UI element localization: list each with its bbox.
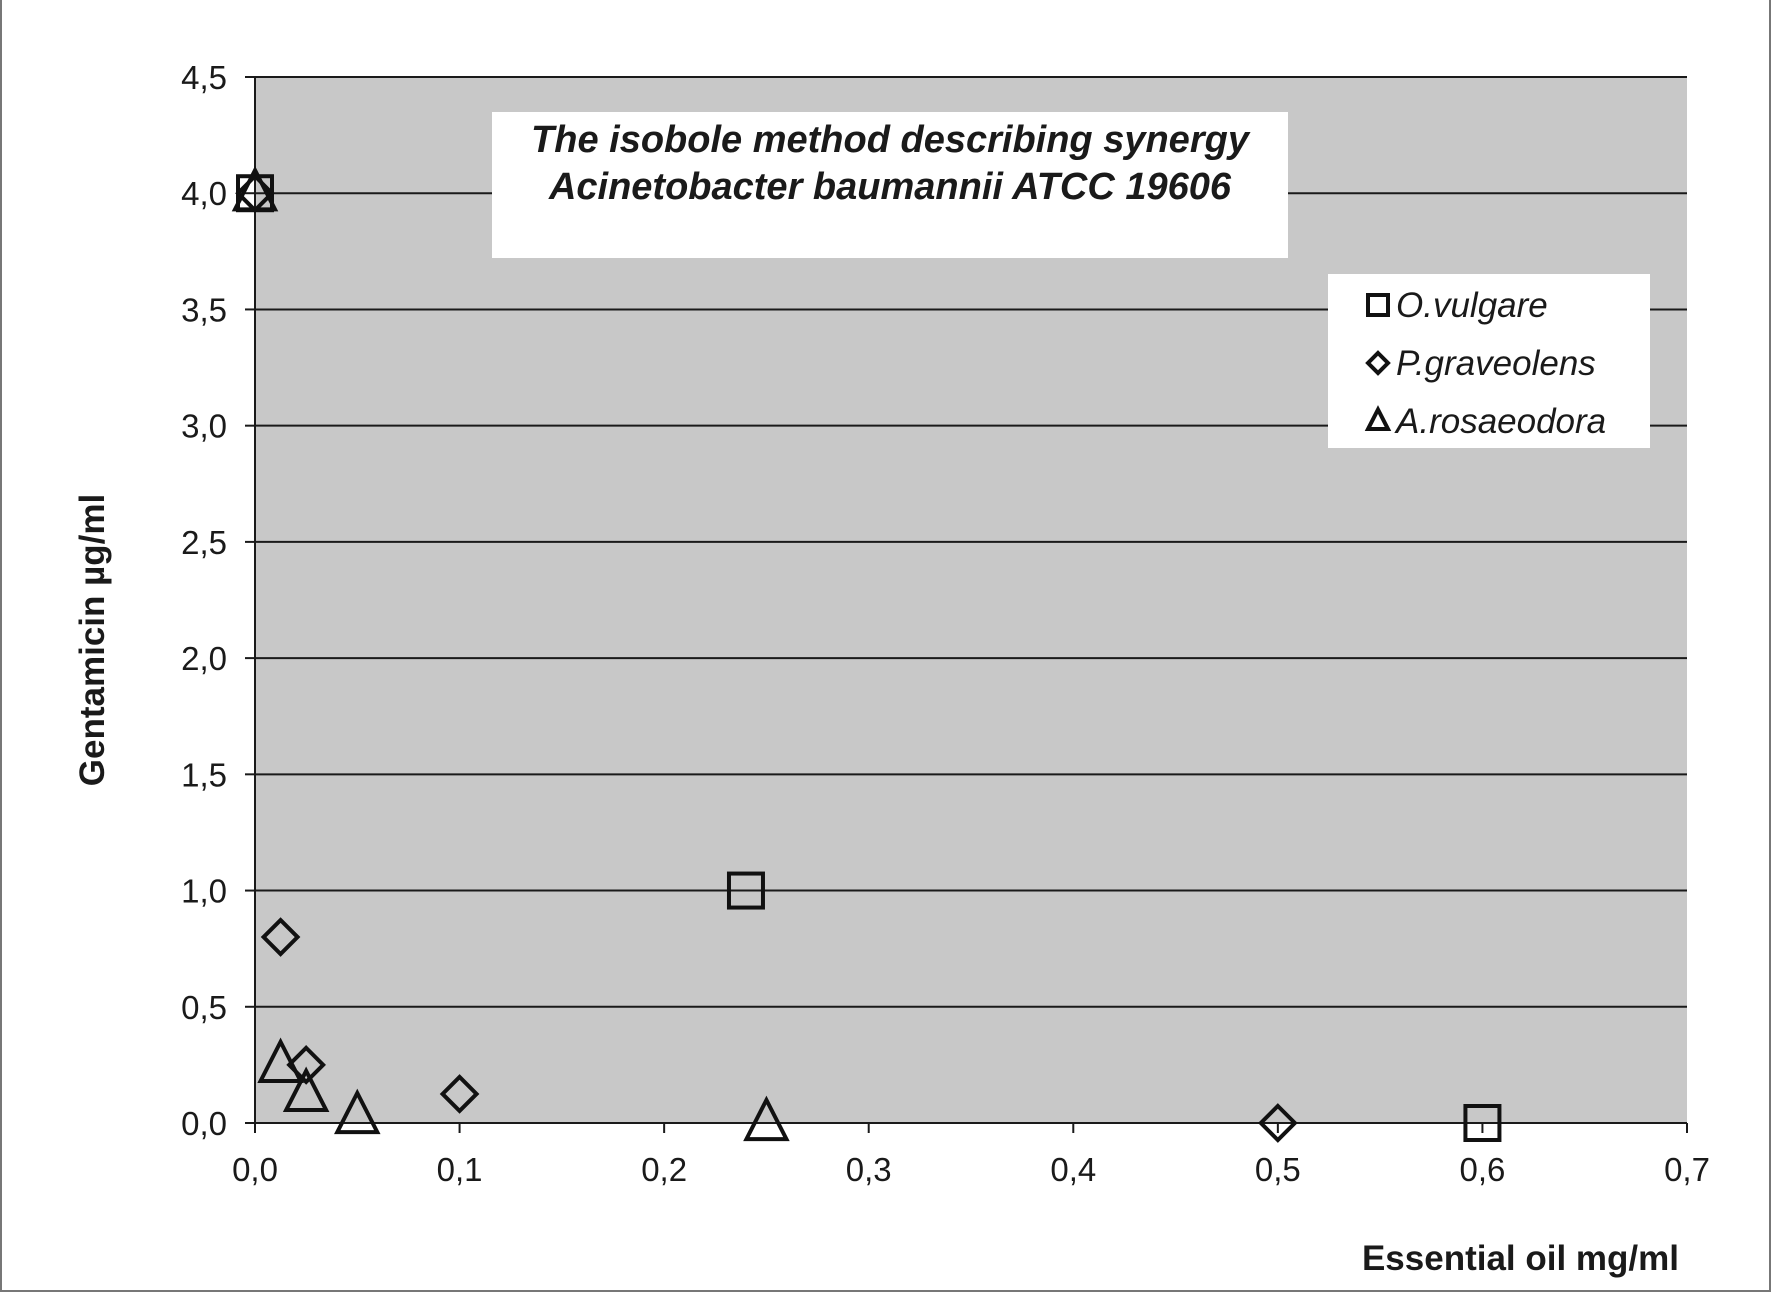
- y-tick-label: 0,0: [181, 1105, 227, 1142]
- x-tick-label: 0,0: [232, 1151, 278, 1188]
- x-tick-label: 0,5: [1255, 1151, 1301, 1188]
- legend-label: O.vulgare: [1396, 286, 1548, 325]
- diamond-data-point: [286, 1045, 326, 1085]
- legend-square-icon: [1366, 293, 1390, 317]
- square-data-point: [1463, 1104, 1502, 1142]
- square-data-point: [726, 871, 765, 910]
- x-tick-label: 0,6: [1459, 1151, 1505, 1188]
- legend-triangle-icon: [1364, 405, 1392, 432]
- x-tick-label: 0,1: [437, 1151, 483, 1188]
- y-tick-label: 1,5: [181, 756, 227, 793]
- axes: [254, 77, 1687, 1124]
- title-box: The isobole method describing synergy Ac…: [492, 112, 1288, 258]
- y-tick-label: 4,0: [181, 175, 227, 212]
- chart-title-line-2: Acinetobacter baumannii ATCC 19606: [548, 166, 1232, 208]
- x-axis-ticks: 0,0 0,1 0,2 0,3 0,4 0,5 0,6 0,7: [232, 1123, 1710, 1188]
- triangle-data-point: [282, 1066, 330, 1113]
- triangle-data-point: [334, 1088, 381, 1135]
- y-tick-label: 3,5: [181, 291, 227, 328]
- x-tick-label: 0,3: [846, 1151, 892, 1188]
- triangle-data-point: [743, 1095, 790, 1142]
- triangle-data-point: [231, 165, 279, 212]
- series-a-rosaeodora: [231, 165, 790, 1142]
- legend-label: P.graveolens: [1396, 344, 1596, 383]
- legend-diamond-icon: [1365, 350, 1391, 376]
- x-tick-label: 0,7: [1664, 1151, 1710, 1188]
- y-tick-label: 0,5: [181, 989, 227, 1026]
- legend: O.vulgare P.graveolens A.rosaeodora: [1328, 274, 1650, 448]
- x-tick-label: 0,2: [641, 1151, 687, 1188]
- legend-label: A.rosaeodora: [1394, 402, 1606, 441]
- x-tick-label: 0,4: [1050, 1151, 1096, 1188]
- y-tick-label: 4,5: [181, 59, 227, 96]
- triangle-data-point: [257, 1037, 304, 1083]
- y-tick-label: 2,5: [181, 524, 227, 561]
- y-tick-label: 2,0: [181, 640, 227, 677]
- y-tick-label: 3,0: [181, 408, 227, 445]
- y-axis-ticks: 0,0 0,5 1,0 1,5 2,0 2,5 3,0 3,5 4,0 4,5: [181, 59, 255, 1142]
- y-axis-title: Gentamicin µg/ml: [73, 494, 112, 786]
- chart-title-line-1: The isobole method describing synergy: [531, 119, 1251, 161]
- diamond-data-point: [439, 1074, 480, 1114]
- diamond-data-point: [1258, 1103, 1298, 1143]
- diamond-data-point: [260, 917, 301, 957]
- data-points: [231, 165, 1502, 1143]
- y-tick-label: 1,0: [181, 873, 227, 910]
- x-axis-title: Essential oil mg/ml: [1362, 1239, 1679, 1278]
